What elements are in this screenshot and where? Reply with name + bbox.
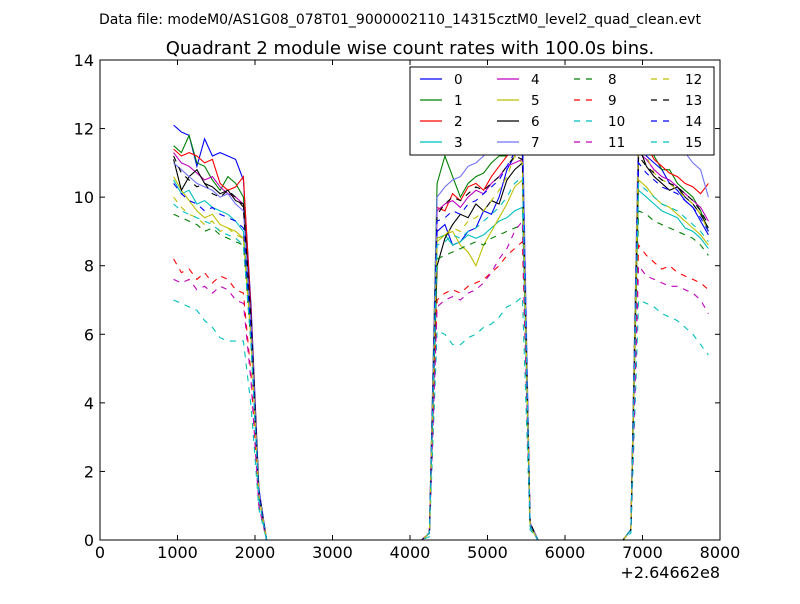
axes: 0 1000 2000 3000 4000 5000 6000 7000 80000246810… [74,51,741,562]
series-line-6 [173,145,709,541]
y-tick-label: 0 [84,531,94,550]
x-offset-label: +2.64662e8 [620,563,720,582]
series-line-4 [173,151,709,541]
series-line-13 [173,154,709,541]
series-lines [173,110,709,541]
y-tick-label: 6 [84,325,94,344]
series-line-7 [173,110,709,541]
legend-label-9: 9 [608,93,617,109]
x-tick-label: 2000 [235,543,276,562]
series-line-2 [173,128,709,541]
x-tick-label: 4000 [390,543,431,562]
legend-label-15: 15 [685,135,702,151]
legend-label-3: 3 [454,135,463,151]
x-tick-label: 7000 [622,543,663,562]
legend-label-2: 2 [454,114,463,130]
y-tick-label: 12 [74,120,94,139]
legend-label-12: 12 [685,72,702,88]
x-tick-label: 5000 [467,543,508,562]
y-tick-label: 4 [84,394,94,413]
x-tick-label: 0 [95,543,105,562]
legend-label-10: 10 [608,114,625,130]
legend-label-8: 8 [608,72,617,88]
y-tick-label: 10 [74,188,94,207]
legend-label-1: 1 [454,93,463,109]
legend-label-7: 7 [531,135,540,151]
series-line-12 [173,135,709,541]
series-line-14 [173,144,709,541]
legend-label-13: 13 [685,93,702,109]
figure-suptitle: Data file: modeM0/AS1G08_078T01_90000021… [99,12,701,28]
y-tick-label: 8 [84,257,94,276]
legend-label-4: 4 [531,72,540,88]
y-tick-label: 14 [74,51,94,70]
legend-label-14: 14 [685,114,702,130]
x-tick-label: 1000 [157,543,198,562]
legend-label-5: 5 [531,93,540,109]
legend-box [409,66,715,156]
legend-label-0: 0 [454,72,463,88]
series-line-1 [173,131,709,541]
chart-title: Quadrant 2 module wise count rates with … [166,38,655,59]
legend-label-11: 11 [608,135,625,151]
series-line-0 [173,124,709,541]
x-tick-label: 8000 [700,543,741,562]
y-tick-label: 2 [84,462,94,481]
legend-label-6: 6 [531,114,540,130]
x-tick-label: 6000 [545,543,586,562]
x-tick-label: 3000 [312,543,353,562]
